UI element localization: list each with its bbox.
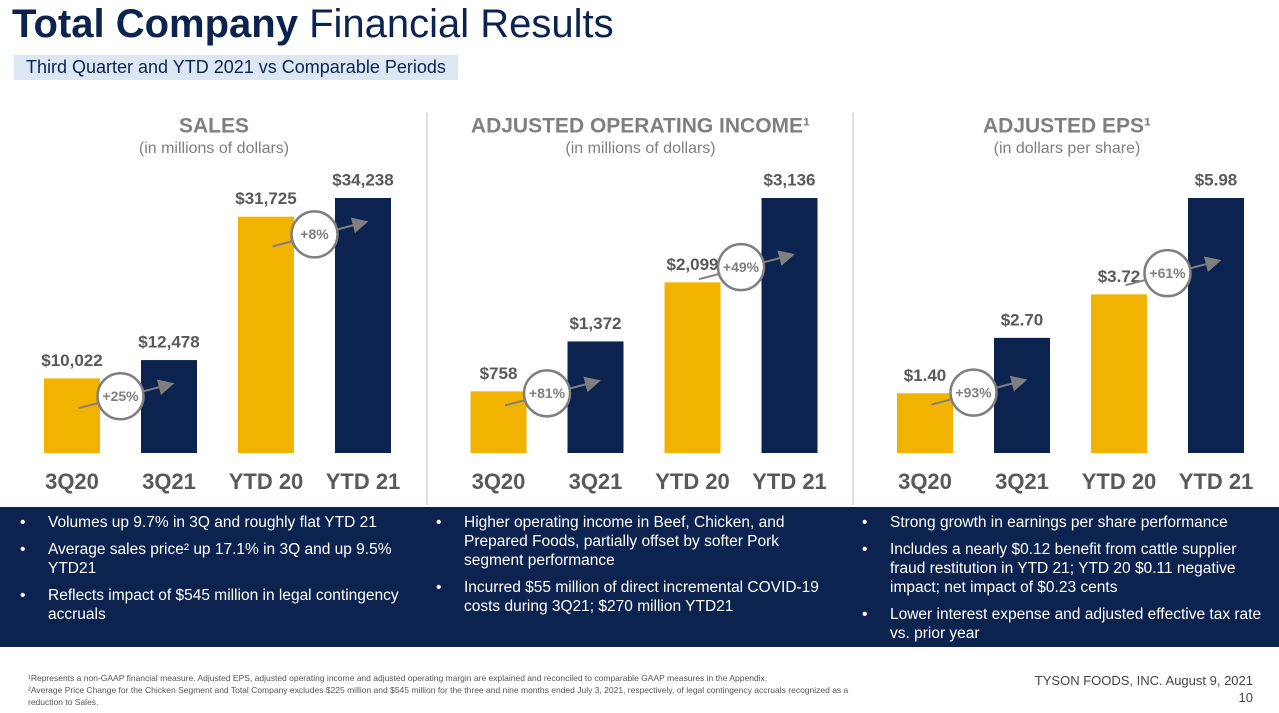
bar — [238, 216, 294, 453]
footer-company: TYSON FOODS, INC. August 9, 2021 — [1034, 673, 1253, 688]
x-tick-label: 3Q21 — [995, 469, 1049, 494]
bullet: Includes a nearly $0.12 benefit from cat… — [862, 540, 1262, 597]
chart-subtitle: (in millions of dollars) — [565, 140, 715, 157]
x-tick-label: YTD 20 — [655, 469, 730, 494]
bar — [1091, 294, 1147, 453]
chart-subtitle: (in millions of dollars) — [139, 140, 289, 157]
x-tick-label: YTD 21 — [1179, 469, 1254, 494]
bullet: Incurred $55 million of direct increment… — [436, 578, 836, 616]
bullet: Strong growth in earnings per share perf… — [862, 513, 1262, 532]
bar — [664, 282, 721, 453]
value-label: $3,136 — [764, 170, 816, 189]
chart-subtitle: (in dollars per share) — [994, 140, 1141, 157]
bar — [994, 337, 1050, 453]
bar — [44, 378, 100, 453]
bullet-list: Volumes up 9.7% in 3Q and roughly flat Y… — [20, 513, 420, 624]
title-bold: Total Company — [12, 2, 298, 46]
bullet-column: Strong growth in earnings per share perf… — [862, 513, 1262, 651]
bar — [567, 341, 624, 453]
value-label: $758 — [480, 364, 518, 383]
bullet: Lower interest expense and adjusted effe… — [862, 605, 1262, 643]
value-label: $31,725 — [235, 189, 296, 208]
growth-circle — [290, 210, 339, 259]
chart-title: SALES — [179, 115, 249, 138]
bullet-column: Higher operating income in Beef, Chicken… — [436, 513, 836, 624]
bullet-band: Volumes up 9.7% in 3Q and roughly flat Y… — [0, 507, 1279, 647]
bullet-list: Strong growth in earnings per share perf… — [862, 513, 1262, 643]
x-tick-label: YTD 20 — [229, 469, 304, 494]
x-tick-label: 3Q20 — [898, 469, 952, 494]
bar — [335, 198, 391, 453]
chart-title: ADJUSTED OPERATING INCOME¹ — [471, 115, 810, 138]
x-tick-label: YTD 21 — [752, 469, 827, 494]
x-tick-label: YTD 21 — [326, 469, 401, 494]
growth-label: +8% — [300, 226, 329, 242]
bullet: Reflects impact of $545 million in legal… — [20, 586, 420, 624]
growth-label: +49% — [723, 259, 760, 275]
value-label: $5.98 — [1195, 170, 1238, 189]
growth-circle — [716, 242, 766, 292]
footnote: ¹Represents a non-GAAP financial measure… — [28, 673, 768, 683]
value-label: $10,022 — [41, 351, 102, 370]
growth-circle — [949, 368, 998, 417]
bar — [141, 360, 197, 453]
growth-circle — [522, 369, 572, 418]
growth-label: +61% — [1149, 265, 1186, 281]
page-number: 10 — [1238, 690, 1253, 705]
growth-label: +25% — [102, 388, 139, 404]
bullet: Volumes up 9.7% in 3Q and roughly flat Y… — [20, 513, 420, 532]
bar — [897, 393, 953, 453]
value-label: $2,099 — [667, 255, 719, 274]
bar — [470, 391, 527, 453]
x-tick-label: 3Q21 — [569, 469, 623, 494]
growth-circle — [1143, 248, 1192, 298]
value-label: $3.72 — [1098, 267, 1141, 286]
bullet-column: Volumes up 9.7% in 3Q and roughly flat Y… — [20, 513, 420, 632]
footnotes: ¹Represents a non-GAAP financial measure… — [28, 672, 878, 708]
bar — [761, 198, 818, 453]
value-label: $2.70 — [1001, 310, 1044, 329]
x-tick-label: 3Q20 — [472, 469, 526, 494]
slide-title: Total Company Financial Results — [12, 2, 614, 47]
bullet-list: Higher operating income in Beef, Chicken… — [436, 513, 836, 616]
x-tick-label: 3Q21 — [142, 469, 196, 494]
growth-label: +81% — [529, 385, 566, 401]
chart-title: ADJUSTED EPS¹ — [983, 115, 1151, 138]
growth-circle — [96, 371, 145, 421]
footnote: ²Average Price Change for the Chicken Se… — [28, 685, 849, 707]
value-label: $34,238 — [332, 170, 393, 189]
value-label: $12,478 — [138, 333, 199, 352]
bullet: Higher operating income in Beef, Chicken… — [436, 513, 836, 570]
title-rest: Financial Results — [309, 2, 614, 46]
slide-subtitle: Third Quarter and YTD 2021 vs Comparable… — [14, 55, 458, 80]
growth-label: +93% — [955, 384, 992, 400]
value-label: $1.40 — [904, 366, 947, 385]
bar — [1188, 198, 1244, 453]
bullet: Average sales price² up 17.1% in 3Q and … — [20, 540, 420, 578]
x-tick-label: YTD 20 — [1082, 469, 1157, 494]
value-label: $1,372 — [570, 314, 622, 333]
x-tick-label: 3Q20 — [45, 469, 99, 494]
